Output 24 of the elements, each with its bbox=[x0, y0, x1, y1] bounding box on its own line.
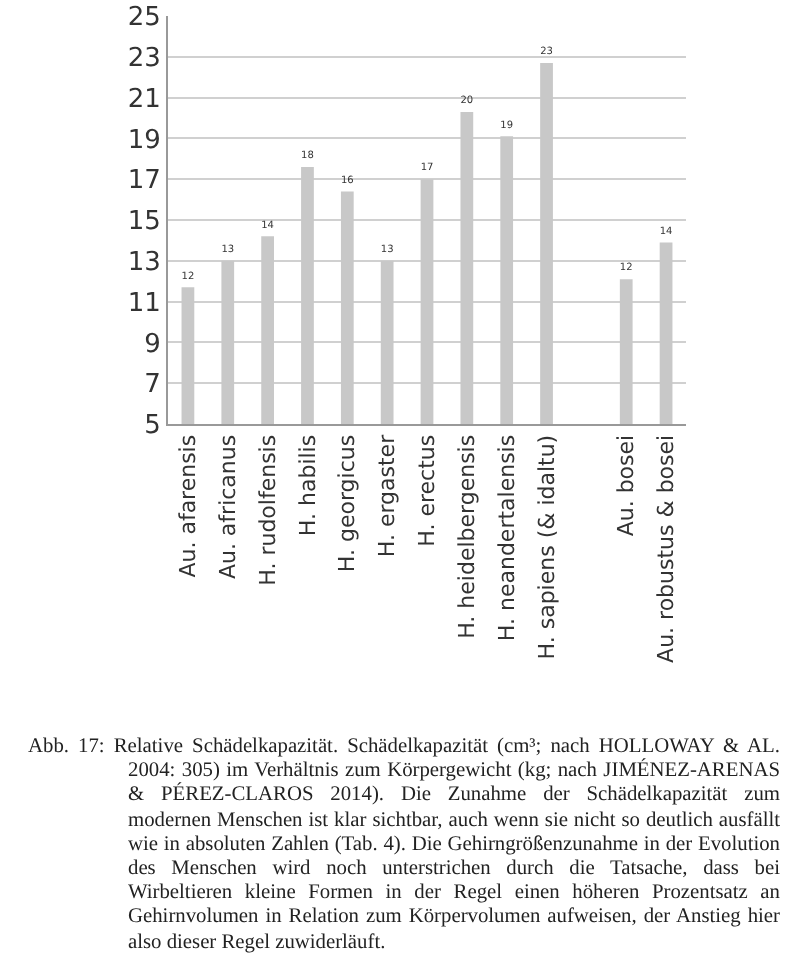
y-tick-label: 25 bbox=[127, 3, 161, 34]
x-tick-label: H. heidelbergensis bbox=[453, 434, 480, 639]
x-tick-label: Au. afarensis bbox=[175, 434, 202, 578]
y-tick-label: 23 bbox=[127, 43, 161, 74]
y-tick-label: 5 bbox=[144, 411, 161, 442]
x-tick-label: H. rudolfensis bbox=[254, 434, 281, 586]
x-tick-label: H. sapiens (& idaltu) bbox=[533, 434, 560, 660]
text: Abb. 17: Relative Schädelkapazität. Schädelkapazität (cm³; nach HOLLOWAY & AL. 2004: 305) im Verhältnis zum Körpergewicht (kg; nach JIMÉNEZ-ARENAS & PÉREZ-CLAROS 2014). Die Zunahme der Schädelkapazität zum modernen Menschen ist klar sichtbar, auch wenn sie nicht so deutlich ausfällt wie in absoluten Zahlen (Tab. 4). Die Gehirngrößenzunahme in der Evolution des Menschen wird noch unterstrichen durch die Tatsache, dass bei Wirbeltieren kleine Formen in der Regel einen höheren Prozentsatz an Gehirnvolumen in Relation zum Körpervolumen aufweisen, der Anstieg hier also dieser Regel zuwiderläuft. bbox=[28, 736, 780, 954]
x-tick-label: H. habilis bbox=[294, 434, 321, 537]
y-tick-label: 11 bbox=[127, 288, 161, 319]
y-tick-label: 15 bbox=[127, 207, 161, 238]
y-tick-label: 9 bbox=[144, 329, 161, 360]
x-tick-label: Au. bosei bbox=[613, 434, 640, 537]
x-tick-label: H. georgicus bbox=[334, 434, 361, 573]
x-tick-label: H. erectus bbox=[414, 434, 441, 547]
y-tick-label: 17 bbox=[127, 166, 161, 197]
y-tick-label: 13 bbox=[127, 247, 161, 278]
y-tick-label: 21 bbox=[127, 84, 161, 115]
x-tick-label: Au. africanus bbox=[214, 434, 241, 580]
x-tick-label: H. ergaster bbox=[374, 433, 401, 558]
x-tick-label: Au. robustus & bosei bbox=[653, 434, 680, 663]
y-tick-label: 7 bbox=[144, 370, 161, 401]
y-tick-label: 19 bbox=[127, 125, 161, 156]
x-tick-label: H. neandertalensis bbox=[493, 434, 520, 642]
